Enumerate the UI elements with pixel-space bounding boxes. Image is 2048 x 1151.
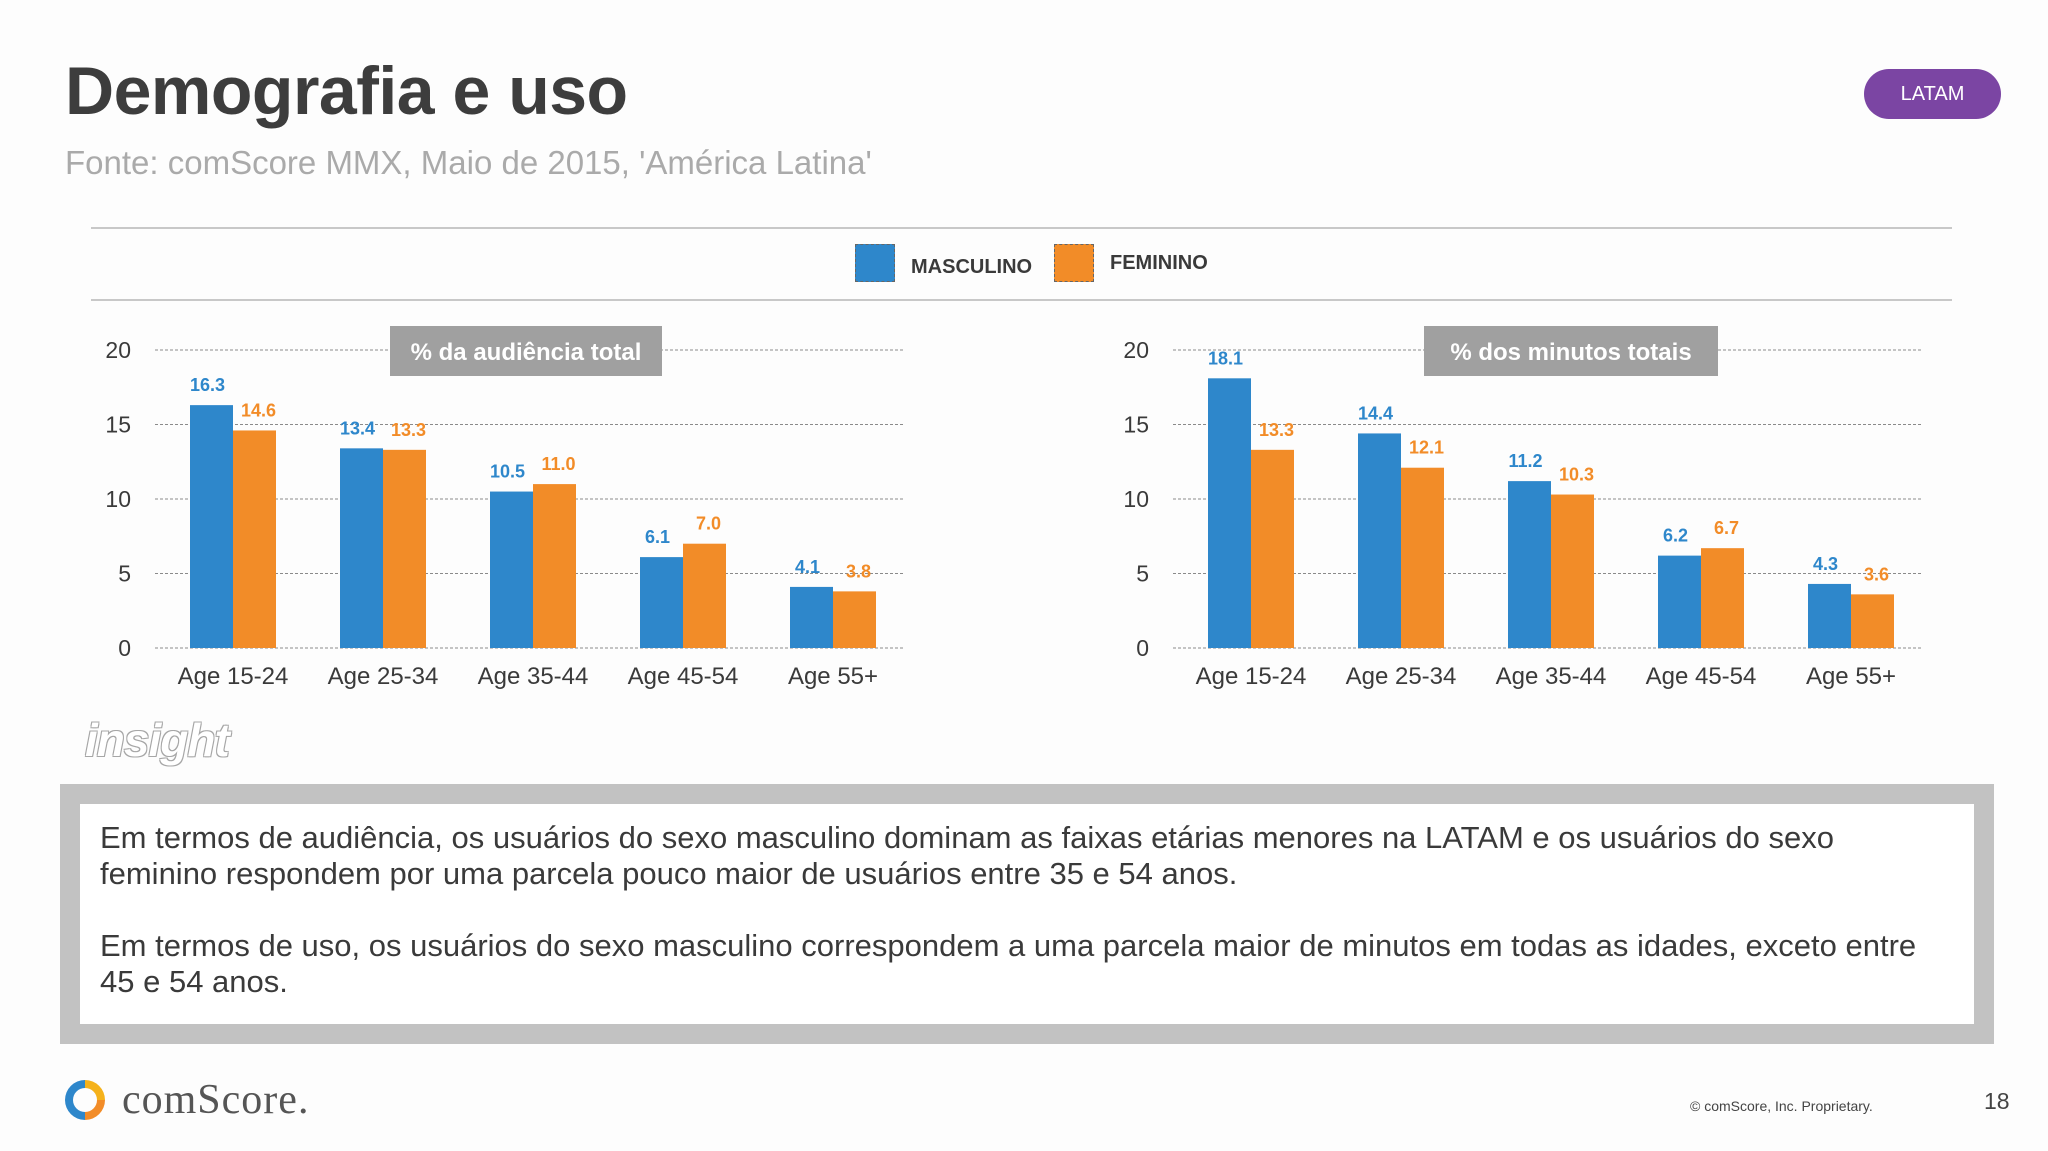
data-label-female: 6.7 [1714,518,1739,538]
bar-female [1401,467,1444,648]
audience-chart: 0 5 10 15 20 16.3 14.6 Age 15-24 13.4 13.3 Age 25-… [105,326,905,690]
chart-label: % da audiência total [411,339,642,366]
x-category-label: Age 25-34 [328,663,439,690]
x-category-label: Age 15-24 [178,663,289,690]
legend-swatch-female [1054,244,1094,282]
data-label-male: 6.1 [645,527,670,547]
x-category-label: Age 35-44 [1496,663,1607,690]
data-label-female: 14.6 [241,400,276,420]
bar-male [1508,481,1551,648]
chart-label: % dos minutos totais [1450,339,1691,366]
page-number: 18 [1984,1088,2010,1114]
data-label-male: 6.2 [1663,526,1688,546]
x-category-label: Age 45-54 [628,663,739,690]
legend-swatch-male [855,244,895,282]
bar-female [1851,594,1894,648]
data-label-female: 3.8 [846,561,871,581]
x-category-label: Age 35-44 [478,663,589,690]
legend-top-rule [91,227,1952,229]
chart-label-box [390,326,662,376]
bar-female [383,449,426,648]
bar-female [233,430,276,648]
legend-label-female: FEMININO [1110,251,1208,274]
bar-female [533,484,576,648]
bar-female [833,591,876,648]
bar-male [1358,433,1401,648]
bar-female [1701,548,1744,648]
bar-female [683,543,726,648]
bar-male [190,405,233,648]
data-label-female: 12.1 [1409,438,1444,458]
bar-female [1251,449,1294,648]
x-category-label: Age 45-54 [1646,663,1757,690]
x-category-label: Age 55+ [788,663,878,690]
source-note: Fonte: comScore MMX, Maio de 2015, 'Amér… [65,144,872,181]
bar-male [340,448,383,648]
legend-bottom-rule [91,299,1952,301]
data-label-male: 18.1 [1208,348,1243,368]
y-tick-label: 0 [1136,635,1149,661]
y-tick-label: 20 [1123,337,1149,363]
data-label-male: 13.4 [340,418,375,438]
comscore-logo-icon [65,1080,105,1120]
minutes-chart: 0 5 10 15 20 18.1 13.3 Age 15-24 14.4 12.1 Age 25-… [1123,326,1923,690]
insight-logo: insight [85,714,230,766]
bar-female [1551,494,1594,648]
y-tick-label: 15 [105,412,131,438]
data-label-female: 7.0 [696,514,721,534]
insight-paragraph-audience: Em termos de audiência, os usuários do s… [100,820,1834,891]
bar-male [1208,378,1251,648]
data-label-male: 16.3 [190,375,225,395]
insight-paragraph-usage: Em termos de uso, os usuários do sexo ma… [100,928,1917,999]
y-tick-label: 10 [105,486,131,512]
data-label-male: 11.2 [1508,451,1542,471]
y-tick-label: 5 [1136,561,1149,587]
data-label-female: 11.0 [541,454,575,474]
x-category-label: Age 25-34 [1346,663,1457,690]
insight-box: Em termos de audiência, os usuários do s… [60,784,1994,1044]
data-label-male: 10.5 [490,462,525,482]
x-category-label: Age 55+ [1806,663,1896,690]
data-label-male: 4.1 [795,557,820,577]
insight-text: Em termos de audiência, os usuários do s… [80,804,1974,1024]
data-label-female: 13.3 [391,420,426,440]
y-tick-label: 10 [1123,486,1149,512]
legend-item-female: FEMININO [1054,244,1208,282]
region-badge[interactable]: LATAM [1864,69,2001,119]
x-category-label: Age 15-24 [1196,663,1307,690]
chart-legend: MASCULINO FEMININO [0,244,2048,284]
data-label-female: 13.3 [1259,420,1294,440]
copyright: © comScore, Inc. Proprietary. [1690,1098,1873,1114]
data-label-female: 3.6 [1864,564,1889,584]
data-label-female: 10.3 [1559,465,1594,485]
data-label-male: 14.4 [1358,403,1393,423]
bar-male [1658,555,1701,648]
brand-name: comScore. [122,1077,310,1123]
y-tick-label: 15 [1123,412,1149,438]
y-tick-label: 20 [105,337,131,363]
data-label-male: 4.3 [1813,554,1838,574]
bar-male [1808,583,1851,648]
bar-male [490,491,533,648]
brand: comScore. [64,1076,309,1124]
page-title: Demografia e uso [65,53,628,129]
bar-male [640,557,683,648]
y-tick-label: 5 [118,561,131,587]
legend-item-male: MASCULINO [855,244,1032,282]
legend-label-male: MASCULINO [911,255,1033,278]
chart-label-box [1424,326,1718,376]
bar-male [790,586,833,648]
y-tick-label: 0 [118,635,131,661]
